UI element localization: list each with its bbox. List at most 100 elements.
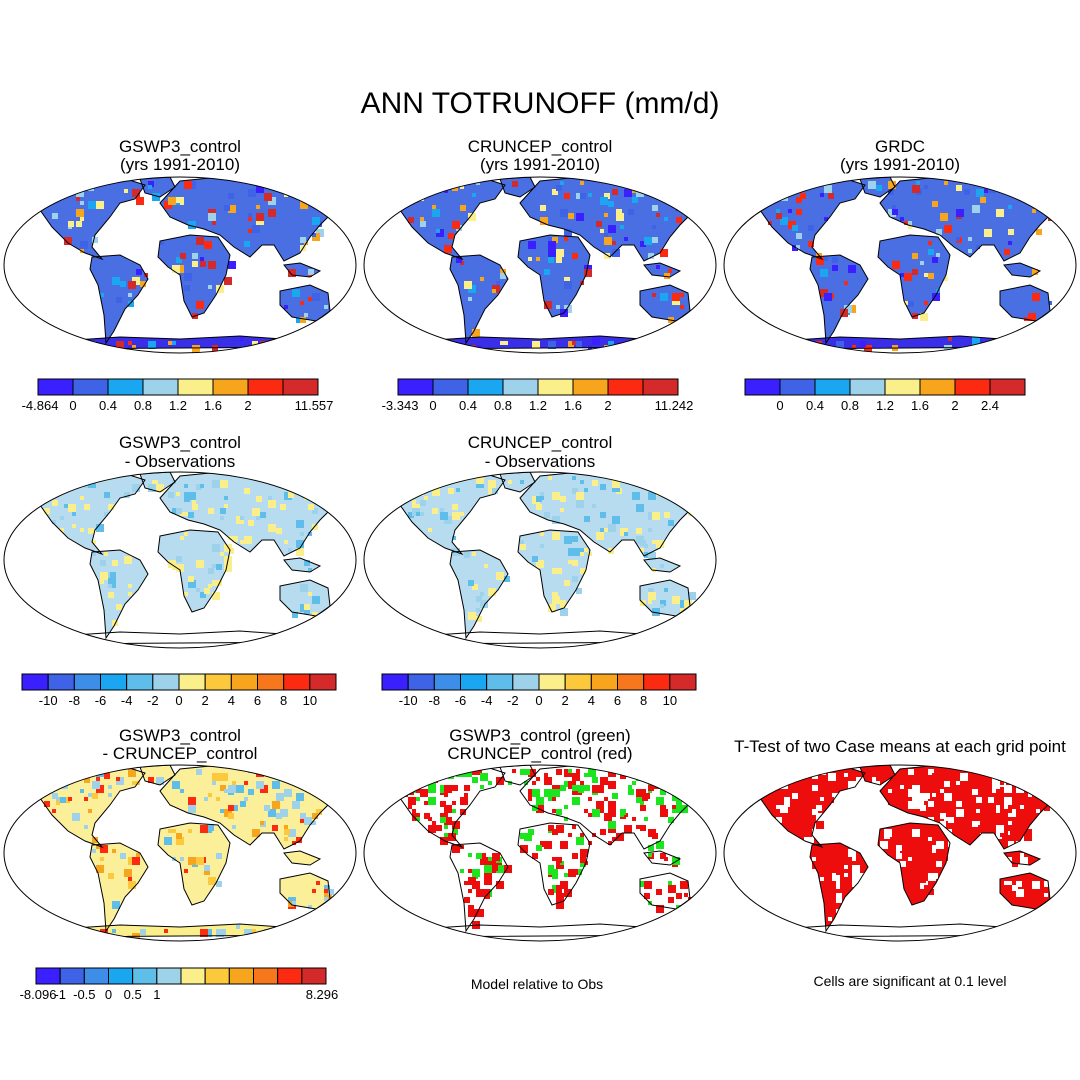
grid-cell: [496, 572, 504, 580]
colorbar-label: -8.096: [20, 987, 57, 1002]
grid-cell: [52, 500, 58, 506]
grid-cell: [608, 341, 614, 347]
grid-cell: [772, 193, 776, 197]
grid-cell: [124, 492, 130, 498]
grid-cell: [428, 781, 436, 789]
grid-cell: [592, 777, 598, 783]
grid-cell: [816, 257, 824, 265]
grid-cell: [548, 341, 556, 349]
grid-cell: [84, 345, 88, 349]
grid-cell: [604, 237, 612, 245]
grid-cell: [852, 877, 860, 885]
grid-cell: [956, 821, 962, 827]
grid-cell: [576, 213, 584, 221]
grid-cell: [608, 805, 616, 813]
grid-cell: [312, 821, 316, 825]
grid-cell: [276, 528, 282, 534]
grid-cell: [468, 905, 474, 911]
grid-cell: [552, 516, 560, 524]
grid-cell: [424, 813, 430, 819]
grid-cell: [1032, 269, 1038, 275]
land-australia: [280, 580, 330, 616]
world-map: [3, 176, 357, 354]
grid-cell: [624, 345, 632, 353]
panel-ttest: T-Test of two Case means at each grid po…: [723, 737, 1077, 989]
grid-cell: [616, 833, 624, 841]
colorbar-label: 0.8: [494, 398, 512, 413]
grid-cell: [464, 793, 468, 797]
grid-cell: [816, 805, 822, 811]
grid-cell: [216, 564, 222, 570]
grid-cell: [440, 512, 448, 520]
colorbar-box: [282, 378, 319, 396]
grid-cell: [1004, 785, 1012, 793]
colorbar-box: [228, 967, 254, 985]
grid-cell: [132, 781, 136, 785]
grid-cell: [796, 233, 802, 239]
grid-cell: [940, 853, 948, 861]
grid-cell: [212, 781, 216, 785]
grid-cell: [580, 193, 586, 199]
grid-cell: [612, 793, 618, 799]
grid-cell: [88, 201, 96, 209]
colorbar-label: -10: [39, 693, 58, 708]
grid-cell: [1052, 201, 1056, 205]
grid-cell: [656, 185, 660, 189]
grid-cell: [572, 773, 580, 781]
colorbar-box: [230, 673, 258, 691]
grid-cell: [412, 809, 416, 813]
grid-cell: [536, 496, 542, 502]
panel-title-line1: T-Test of two Case means at each grid po…: [734, 737, 1066, 756]
grid-cell: [852, 777, 856, 781]
grid-cell: [48, 480, 56, 488]
colorbar-box: [643, 673, 671, 691]
coastline-samerica: [449, 254, 509, 345]
grid-cell: [400, 492, 406, 498]
grid-cell: [164, 837, 172, 845]
colorbar-label: 4: [228, 693, 235, 708]
grid-cell: [316, 881, 320, 885]
grid-cell: [92, 793, 98, 799]
grid-cell: [648, 592, 656, 600]
grid-cell: [992, 789, 996, 793]
grid-cell: [640, 793, 648, 801]
grid-cell: [576, 769, 580, 773]
grid-cell: [476, 596, 482, 602]
grid-cell: [116, 604, 122, 610]
grid-cell: [908, 769, 914, 775]
grid-cell: [620, 225, 624, 229]
grid-cell: [232, 536, 238, 542]
grid-cell: [604, 253, 610, 259]
grid-cell: [900, 273, 904, 277]
grid-cell: [288, 492, 294, 498]
grid-cell: [556, 809, 562, 815]
grid-cell: [308, 532, 312, 536]
grid-cell: [972, 337, 980, 345]
colorbar-label: -4: [121, 693, 133, 708]
colorbar-label: -2: [507, 693, 519, 708]
grid-cell: [572, 536, 578, 542]
grid-cell: [520, 544, 526, 550]
colorbar-box: [247, 378, 284, 396]
grid-cell: [296, 520, 304, 528]
grid-cell: [832, 257, 838, 263]
colorbar-box: [204, 673, 232, 691]
grid-cell: [272, 801, 280, 809]
grid-cell: [832, 265, 838, 271]
grid-cell: [548, 604, 556, 612]
colorbar-label: 2: [604, 398, 611, 413]
grid-cell: [804, 837, 810, 843]
grid-cell: [188, 580, 196, 588]
grid-cell: [284, 789, 292, 797]
grid-cell: [548, 797, 552, 801]
grid-cell: [832, 873, 838, 879]
grid-cell: [688, 592, 696, 600]
grid-cell: [1012, 829, 1018, 835]
grid-cell: [940, 789, 944, 793]
grid-cell: [776, 817, 782, 823]
grid-cell: [92, 540, 96, 544]
colorbar-box: [989, 378, 1026, 396]
grid-cell: [520, 845, 528, 853]
grid-cell: [228, 205, 236, 213]
grid-cell: [964, 801, 972, 809]
